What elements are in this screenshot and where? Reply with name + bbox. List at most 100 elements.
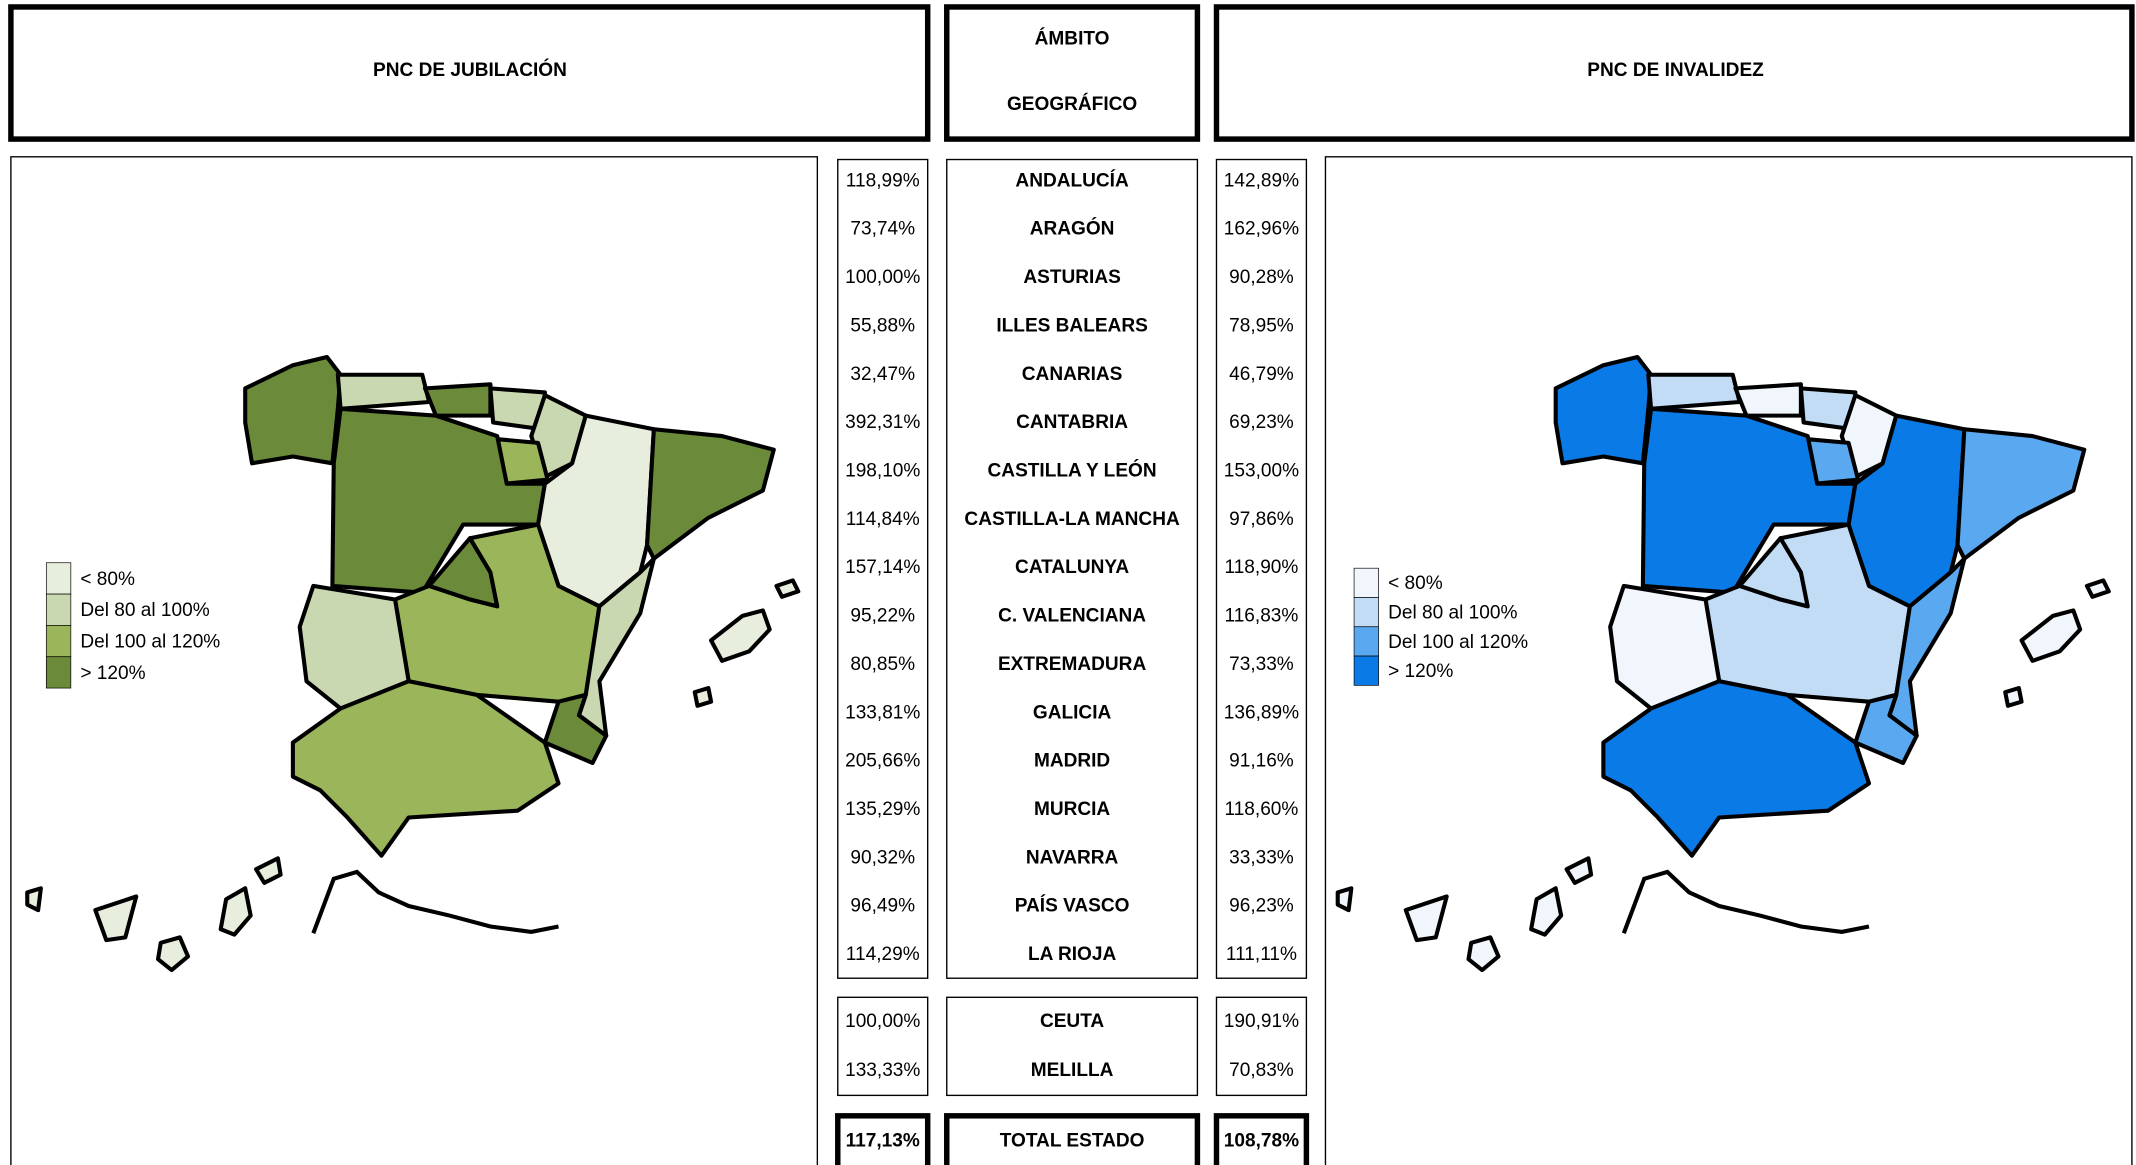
right-value: 142,89% xyxy=(1224,170,1299,191)
map xyxy=(25,355,801,973)
region-name: CASTILLA-LA MANCHA xyxy=(964,509,1180,530)
left-value: 100,00% xyxy=(845,267,920,288)
region-name: TOTAL ESTADO xyxy=(1000,1131,1145,1152)
region-name: ARAGÓN xyxy=(1030,218,1115,240)
region xyxy=(1564,856,1594,885)
right-value: 33,33% xyxy=(1229,847,1294,868)
left-value: 73,74% xyxy=(850,219,915,240)
right-value: 118,90% xyxy=(1225,557,1299,578)
map xyxy=(1335,355,2111,973)
total-box xyxy=(835,1113,931,1165)
legend-swatch xyxy=(45,656,72,689)
legend-label: Del 80 al 100% xyxy=(1388,603,1517,624)
region xyxy=(155,935,191,973)
left-header-box xyxy=(8,4,931,142)
left-value: 55,88% xyxy=(850,315,915,336)
table-box xyxy=(837,996,929,1097)
region xyxy=(1646,372,1742,411)
region-name: MADRID xyxy=(1034,751,1110,772)
legend-label: > 120% xyxy=(80,663,145,684)
region-name: LA RIOJA xyxy=(1028,944,1116,965)
region xyxy=(1703,522,1912,704)
region-name: CASTILLA Y LEÓN xyxy=(988,460,1157,482)
region-name: EXTREMADURA xyxy=(998,654,1146,675)
right-value: 73,33% xyxy=(1229,654,1294,675)
region xyxy=(335,372,432,411)
left-value: 392,31% xyxy=(845,412,920,433)
region xyxy=(1733,382,1803,418)
region-name: CANTABRIA xyxy=(1016,412,1128,433)
region xyxy=(2019,608,2083,663)
right-value: 90,28% xyxy=(1229,267,1294,288)
legend-swatch xyxy=(1353,597,1379,628)
left-value: 118,99% xyxy=(846,170,920,191)
right-value: 108,78% xyxy=(1224,1131,1299,1152)
legend-swatch xyxy=(45,625,72,658)
region xyxy=(645,427,776,561)
legend-swatch xyxy=(1353,655,1379,686)
maps: < 80% Del 80 al 100% Del 100 al 120% > 120%… xyxy=(25,355,2111,973)
table: 118,99% ANDALUCÍA 142,89% 73,74% ARAGÓN 162,9… xyxy=(845,169,1299,1151)
legend-label: > 120% xyxy=(1388,661,1453,682)
left-value: 205,66% xyxy=(845,751,920,772)
region xyxy=(393,522,602,704)
left-value: 96,49% xyxy=(850,896,915,917)
region-name: ILLES BALEARS xyxy=(996,315,1147,336)
region xyxy=(1601,679,1872,858)
table-box xyxy=(837,158,929,979)
table-box xyxy=(1215,158,1308,979)
right-value: 111,11% xyxy=(1226,944,1297,965)
table-box xyxy=(946,996,1199,1097)
left-value: 90,32% xyxy=(850,847,915,868)
left-value: 117,13% xyxy=(846,1131,920,1152)
left-value: 114,29% xyxy=(846,944,920,965)
right-value: 46,79% xyxy=(1229,364,1294,385)
region-name: PAÍS VASCO xyxy=(1015,895,1130,917)
region xyxy=(1403,894,1449,943)
right-value: 190,91% xyxy=(1224,1011,1299,1032)
legend-swatch xyxy=(45,593,72,626)
right-value: 153,00% xyxy=(1224,461,1299,482)
center-header-box xyxy=(944,4,1201,142)
total-box xyxy=(944,1113,1201,1165)
legend-swatch xyxy=(1353,626,1379,657)
right-value: 97,86% xyxy=(1229,509,1294,530)
region-name: MELILLA xyxy=(1031,1060,1114,1081)
region xyxy=(2084,578,2111,599)
legend-label: < 80% xyxy=(1388,573,1443,594)
right-value: 70,83% xyxy=(1229,1060,1294,1081)
region-name: CEUTA xyxy=(1040,1011,1104,1032)
legend-label: < 80% xyxy=(80,569,135,590)
right-value: 136,89% xyxy=(1224,702,1299,723)
left-value: 95,22% xyxy=(850,606,915,627)
center-title: GEOGRÁFICO xyxy=(1007,93,1137,115)
legend-label: Del 80 al 100% xyxy=(80,600,209,621)
total-box xyxy=(1213,1113,1310,1165)
region-name: GALICIA xyxy=(1033,702,1112,723)
right-header-box xyxy=(1213,4,2135,142)
legend-label: Del 100 al 120% xyxy=(1388,632,1528,653)
region xyxy=(25,886,43,913)
region xyxy=(1335,886,1354,913)
region xyxy=(1955,427,2087,561)
region xyxy=(709,608,772,663)
legend-label: Del 100 al 120% xyxy=(80,631,220,652)
legend-swatch xyxy=(1353,567,1379,598)
right-value: 91,16% xyxy=(1229,751,1294,772)
region-name: ASTURIAS xyxy=(1023,267,1120,288)
region xyxy=(254,856,283,885)
region-name: ANDALUCÍA xyxy=(1015,169,1129,191)
region xyxy=(692,686,714,708)
left-value: 133,33% xyxy=(845,1060,920,1081)
center-title: ÁMBITO xyxy=(1035,28,1110,50)
left-value: 100,00% xyxy=(845,1011,920,1032)
right-value: 118,60% xyxy=(1225,799,1299,820)
region xyxy=(1466,935,1501,973)
left-value: 114,84% xyxy=(846,509,920,530)
table-box xyxy=(946,158,1199,979)
region-name: MURCIA xyxy=(1034,799,1110,820)
right-value: 69,23% xyxy=(1229,412,1294,433)
region-name: CATALUNYA xyxy=(1015,557,1129,578)
